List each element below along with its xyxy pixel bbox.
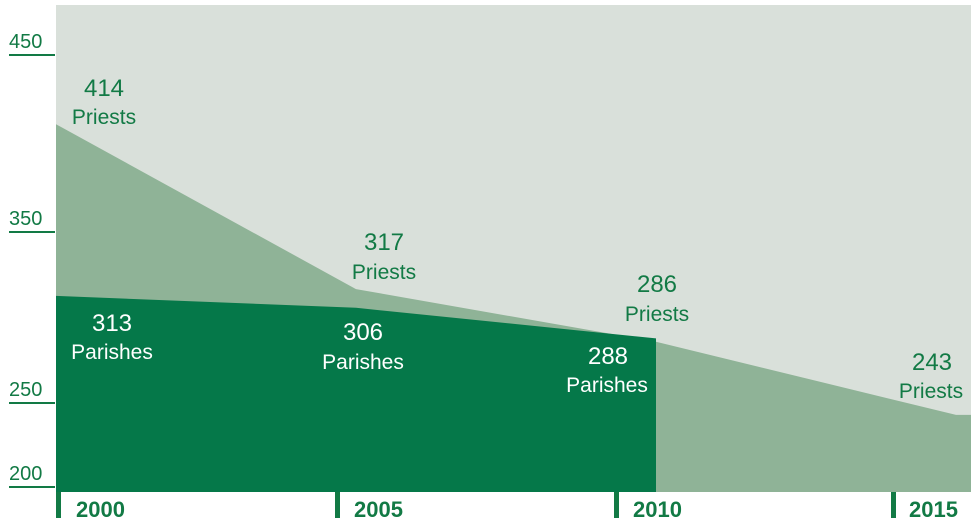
y-tick-label-450: 450 bbox=[9, 31, 42, 53]
x-axis: 2000 2005 2010 2015 bbox=[56, 492, 958, 522]
priests-label-2005-word: Priests bbox=[352, 261, 416, 284]
x-tick-label-2015: 2015 bbox=[909, 497, 958, 522]
priests-label-2000-word: Priests bbox=[72, 106, 136, 129]
priests-label-2015-value: 243 bbox=[912, 349, 952, 376]
priests-data-labels: 414 Priests 317 Priests 286 Priests 243 … bbox=[72, 75, 963, 403]
parishes-label-2005-word: Parishes bbox=[322, 351, 404, 374]
x-tick-mark-2000 bbox=[56, 492, 61, 518]
priests-label-2015-word: Priests bbox=[899, 380, 963, 403]
x-tick-label-2005: 2005 bbox=[354, 497, 403, 522]
parishes-label-2010-value: 288 bbox=[588, 343, 628, 370]
priests-label-2005-value: 317 bbox=[364, 229, 404, 256]
y-tick-label-350: 350 bbox=[9, 208, 42, 230]
parishes-label-2000-word: Parishes bbox=[71, 341, 153, 364]
y-tick-label-200: 200 bbox=[9, 463, 42, 485]
x-tick-mark-2005 bbox=[335, 492, 340, 518]
x-tick-label-2010: 2010 bbox=[633, 497, 682, 522]
y-tick-label-250: 250 bbox=[9, 379, 42, 401]
parishes-area bbox=[56, 295, 656, 492]
x-tick-label-2000: 2000 bbox=[76, 497, 125, 522]
parishes-label-2000-value: 313 bbox=[92, 310, 132, 337]
parishes-label-2010-word: Parishes bbox=[566, 374, 648, 397]
parishes-data-labels: 313 Parishes 306 Parishes 288 Parishes bbox=[71, 310, 648, 397]
priests-label-2010-value: 286 bbox=[637, 271, 677, 298]
priests-label-2000-value: 414 bbox=[84, 75, 124, 102]
priests-label-2010-word: Priests bbox=[625, 303, 689, 326]
x-tick-mark-2010 bbox=[614, 492, 619, 518]
x-tick-mark-2015 bbox=[891, 492, 896, 518]
y-axis: 450 350 250 200 bbox=[9, 31, 55, 488]
parishes-label-2005-value: 306 bbox=[343, 319, 383, 346]
